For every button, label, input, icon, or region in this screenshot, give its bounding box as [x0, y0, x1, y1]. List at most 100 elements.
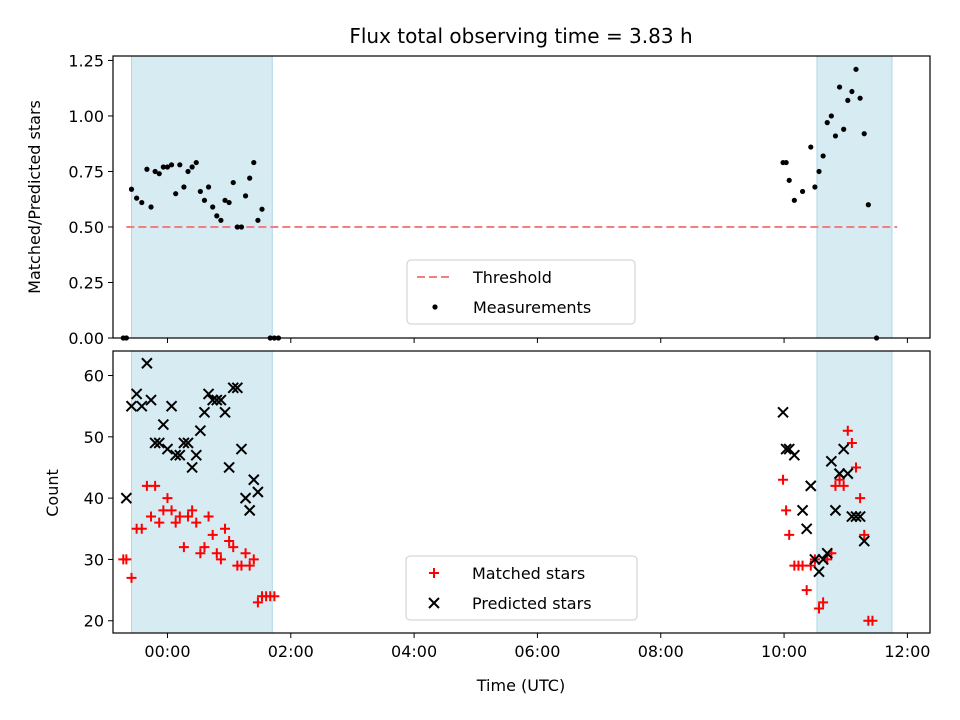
- measurement-point: [222, 197, 228, 203]
- measurement-point: [808, 144, 814, 150]
- predicted-stars-point: [120, 492, 133, 504]
- predicted-stars-point: [174, 449, 186, 461]
- predicted-stars-point: [223, 461, 235, 474]
- measurement-point: [218, 217, 224, 223]
- predicted-stars-point: [165, 400, 178, 412]
- measurement-point: [251, 159, 257, 166]
- predicted-stars-point: [125, 400, 138, 412]
- matched-stars-point: [867, 615, 878, 626]
- matched-stars-point: [170, 517, 181, 528]
- legend-matched-swatch: [429, 568, 439, 578]
- predicted-stars-point: [215, 394, 227, 406]
- legend-box: [406, 259, 636, 325]
- legend: Matched stars Predicted stars: [405, 555, 638, 621]
- measurement-point: [226, 199, 232, 206]
- x-tick-label: 00:00: [144, 642, 190, 661]
- measurement-point: [816, 168, 822, 175]
- predicted-stars-point: [231, 382, 244, 394]
- matched-stars-point: [818, 597, 829, 608]
- observing-window: [130, 55, 273, 339]
- measurement-point: [849, 88, 855, 95]
- matched-stars-point: [269, 591, 280, 602]
- measurement-point: [210, 204, 216, 210]
- measurement-point: [841, 126, 847, 132]
- predicted-stars-point: [235, 443, 248, 455]
- predicted-stars-point: [239, 492, 252, 504]
- matched-stars-point: [207, 529, 218, 540]
- measurement-point: [259, 206, 265, 212]
- matched-stars-point: [252, 597, 263, 608]
- matched-stars-point: [801, 585, 812, 596]
- measurement-point: [238, 224, 245, 230]
- predicted-stars-point: [858, 535, 870, 547]
- measurement-point: [828, 113, 834, 119]
- matched-stars-point: [855, 493, 866, 504]
- predicted-stars-point: [837, 443, 850, 455]
- measurement-point: [156, 171, 162, 177]
- predicted-stars-point: [800, 523, 813, 535]
- predicted-stars-point: [202, 388, 215, 400]
- predicted-stars-point: [825, 455, 838, 468]
- predicted-stars-point: [788, 449, 801, 461]
- matched-stars-point: [784, 529, 795, 540]
- axes-frame: [112, 350, 931, 634]
- axes-frame: [112, 55, 931, 339]
- matched-stars-point: [203, 511, 214, 522]
- predicted-stars-point: [780, 443, 792, 455]
- observing-window: [816, 350, 893, 634]
- series-matched-stars: [118, 425, 878, 626]
- predicted-stars-point: [149, 437, 161, 449]
- measurement-point: [791, 197, 797, 203]
- measurement-point: [193, 159, 199, 166]
- matched-stars-point: [778, 474, 789, 485]
- measurement-point: [247, 175, 253, 181]
- measurement-point: [820, 153, 826, 159]
- matched-stars-point: [191, 517, 202, 528]
- observing-window: [130, 350, 273, 634]
- matched-stars-point: [199, 542, 210, 553]
- count-panel: 20 30 40 50 60 00:00 02:00 04:00 06:00 08:00 10:00…: [84, 350, 931, 661]
- measurement-point: [181, 184, 187, 190]
- matched-stars-point: [851, 462, 862, 473]
- predicted-stars-point: [206, 394, 219, 406]
- predicted-stars-point: [252, 486, 264, 498]
- predicted-stars-point: [243, 504, 256, 517]
- predicted-stars-point: [842, 467, 854, 480]
- matched-stars-point: [154, 517, 165, 528]
- ratio-panel: 0.00 0.25 0.50 0.75 1.00 1.25 Threshold Measure…: [68, 51, 931, 348]
- predicted-stars-point: [157, 418, 170, 431]
- predicted-stars-point: [130, 388, 143, 400]
- measurement-point: [144, 166, 150, 172]
- y-axis-label-ratio: Matched/Predicted stars: [25, 100, 44, 294]
- predicted-stars-point: [219, 406, 231, 419]
- measurement-point: [134, 195, 140, 201]
- chart-title: Flux total observing time = 3.83 h: [349, 24, 692, 48]
- measurement-point: [164, 164, 171, 170]
- predicted-stars-point: [169, 449, 182, 461]
- predicted-stars-point: [136, 400, 148, 412]
- y-tick-label: 0.00: [68, 329, 104, 348]
- measurement-point: [836, 84, 843, 90]
- measurement-point: [173, 191, 179, 197]
- measurement-point: [242, 193, 249, 199]
- y-axis-label-count: Count: [43, 469, 62, 517]
- predicted-stars-point: [198, 406, 211, 419]
- legend-box: [405, 555, 638, 621]
- measurement-point: [189, 164, 195, 170]
- legend-label: Threshold: [472, 268, 552, 287]
- measurement-point: [214, 213, 220, 219]
- matched-stars-point: [146, 511, 157, 522]
- predicted-stars-point: [796, 504, 809, 517]
- predicted-stars-point: [854, 510, 866, 523]
- x-tick-label: 06:00: [514, 642, 560, 661]
- matched-stars-point: [195, 548, 206, 559]
- y-tick-label: 0.25: [68, 273, 104, 292]
- measurement-point: [230, 179, 236, 186]
- measurement-point: [185, 168, 191, 175]
- predicted-stars-point: [821, 547, 833, 560]
- predicted-stars-point: [141, 357, 153, 369]
- predicted-stars-point: [833, 467, 846, 480]
- matched-stars-point: [248, 554, 259, 565]
- matched-stars-point: [220, 523, 231, 534]
